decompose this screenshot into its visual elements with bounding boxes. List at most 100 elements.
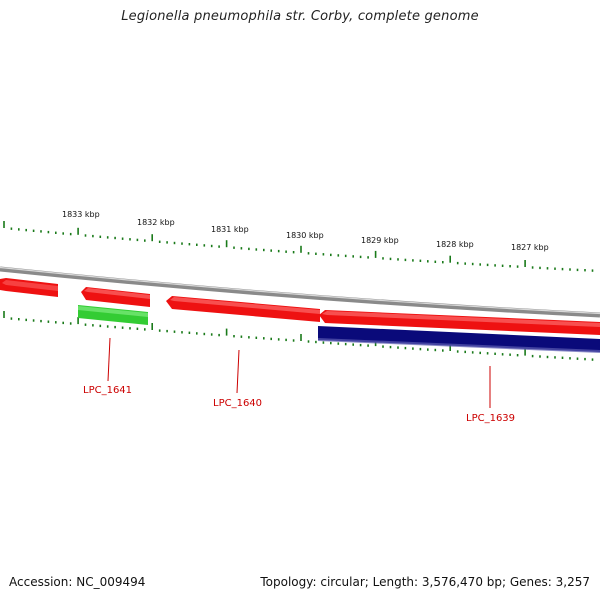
- minor-tick: [404, 346, 407, 350]
- minor-tick: [285, 250, 287, 253]
- minor-tick: [40, 319, 42, 323]
- minor-tick: [255, 336, 258, 339]
- minor-tick: [144, 239, 146, 242]
- minor-tick: [62, 321, 64, 325]
- minor-tick: [412, 347, 414, 350]
- minor-tick: [203, 332, 206, 336]
- accession-text: Accession: NC_009494: [9, 575, 146, 589]
- minor-tick: [539, 355, 541, 358]
- genome-summary-text: Topology: circular; Length: 3,576,470 bp…: [260, 575, 590, 589]
- minor-tick: [344, 342, 347, 346]
- major-tick: [151, 323, 153, 330]
- minor-tick: [114, 325, 116, 329]
- minor-tick: [367, 256, 369, 259]
- minor-tick: [121, 237, 124, 240]
- minor-tick: [352, 343, 354, 346]
- minor-tick: [434, 260, 437, 263]
- minor-tick: [84, 323, 87, 326]
- minor-tick: [255, 248, 258, 251]
- minor-tick: [404, 258, 407, 262]
- gene-arrow-highlight: [78, 306, 148, 317]
- minor-tick: [397, 346, 399, 349]
- minor-tick: [47, 320, 50, 323]
- minor-tick: [576, 268, 579, 272]
- minor-tick: [92, 234, 94, 238]
- gene-arrow-forward[interactable]: [2, 280, 58, 291]
- minor-tick: [240, 247, 243, 250]
- minor-tick: [456, 350, 459, 353]
- kbp-label-1831: 1831 kbp: [211, 225, 249, 234]
- minor-tick: [292, 251, 295, 254]
- genome-backbone: [0, 266, 600, 318]
- gene-callout-line: [107, 337, 111, 382]
- minor-tick: [330, 253, 332, 257]
- minor-tick: [546, 267, 549, 270]
- minor-tick: [136, 238, 139, 242]
- minor-tick: [181, 331, 183, 334]
- minor-tick: [531, 354, 534, 358]
- minor-tick: [359, 255, 362, 259]
- kbp-label-1827: 1827 kbp: [511, 243, 549, 252]
- gene-label-lpc-1641[interactable]: LPC_1641: [83, 385, 132, 396]
- minor-tick: [10, 317, 13, 320]
- minor-tick: [494, 264, 496, 267]
- minor-tick: [352, 255, 354, 258]
- minor-tick: [561, 267, 564, 271]
- minor-tick: [166, 329, 168, 333]
- minor-tick: [263, 337, 265, 340]
- minor-tick: [55, 231, 57, 234]
- minor-tick: [62, 232, 64, 235]
- minor-tick: [210, 244, 213, 248]
- kbp-label-1829: 1829 kbp: [361, 236, 399, 245]
- minor-tick: [99, 324, 102, 328]
- minor-tick: [240, 335, 243, 338]
- minor-tick: [471, 351, 474, 354]
- gene-arrow-highlight: [322, 311, 600, 327]
- minor-tick: [55, 321, 57, 324]
- minor-tick: [307, 340, 310, 343]
- minor-tick: [129, 327, 131, 330]
- gene-arrow-highlight: [84, 288, 150, 299]
- gene-arrow-highlight: [318, 338, 600, 353]
- genome-title: Legionella pneumophila str. Corby, compl…: [121, 9, 479, 24]
- minor-tick: [382, 257, 384, 260]
- minor-tick: [173, 330, 176, 333]
- major-tick: [3, 221, 5, 228]
- minor-tick: [591, 358, 594, 361]
- major-tick: [449, 255, 451, 263]
- minor-tick: [158, 329, 161, 332]
- kbp-label-1828: 1828 kbp: [436, 240, 474, 249]
- minor-tick: [442, 261, 444, 264]
- minor-tick: [315, 340, 317, 344]
- kbp-label-1832: 1832 kbp: [137, 218, 175, 227]
- minor-tick: [494, 352, 496, 355]
- minor-tick: [427, 260, 429, 263]
- minor-tick: [10, 227, 13, 230]
- major-tick: [225, 240, 228, 248]
- minor-tick: [546, 355, 549, 359]
- minor-tick: [479, 351, 481, 355]
- minor-tick: [307, 252, 310, 255]
- gene-arrow-reverse-navy[interactable]: [318, 326, 600, 352]
- major-tick: [77, 227, 79, 235]
- minor-tick: [196, 332, 198, 335]
- inner-tick-track: [3, 311, 594, 361]
- gene-label-lpc-1640[interactable]: LPC_1640: [213, 398, 262, 409]
- minor-tick: [330, 341, 332, 345]
- minor-tick: [203, 244, 206, 247]
- minor-tick: [419, 259, 422, 262]
- minor-tick: [25, 318, 27, 322]
- minor-tick: [248, 336, 250, 339]
- minor-tick: [531, 266, 534, 269]
- gene-label-lpc-1639[interactable]: LPC_1639: [466, 413, 515, 424]
- major-tick: [225, 328, 228, 336]
- minor-tick: [25, 228, 27, 232]
- major-tick: [300, 334, 302, 341]
- major-tick: [151, 234, 153, 242]
- minor-tick: [218, 245, 220, 248]
- minor-tick: [196, 243, 198, 246]
- minor-tick: [121, 326, 124, 329]
- minor-tick: [40, 230, 42, 233]
- minor-tick: [188, 243, 191, 246]
